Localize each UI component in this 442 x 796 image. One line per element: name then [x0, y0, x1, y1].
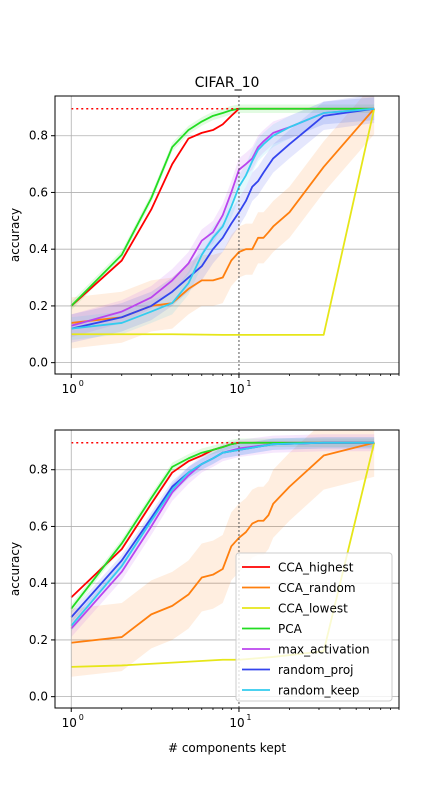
- x-tick-label: 10: [229, 382, 244, 396]
- plot-area: [70, 430, 376, 708]
- legend-label: CCA_highest: [278, 561, 354, 575]
- y-tick-label: 0.6: [29, 185, 48, 199]
- y-tick-label: 0.0: [29, 356, 48, 370]
- x-tick-exponent: 1: [246, 713, 251, 722]
- x-tick-label: 10: [62, 716, 77, 730]
- y-tick-label: 0.2: [29, 633, 48, 647]
- series-line: [71, 107, 375, 330]
- legend-label: CCA_lowest: [278, 602, 348, 616]
- series-band: [71, 96, 375, 349]
- legend-label: random_proj: [278, 663, 354, 677]
- y-tick-label: 0.2: [29, 299, 48, 313]
- legend-label: PCA: [278, 622, 303, 636]
- legend-label: CCA_random: [278, 581, 356, 595]
- series-line: [71, 107, 375, 327]
- chart-title: CIFAR_10: [195, 75, 260, 91]
- series-band: [71, 97, 375, 340]
- series-band: [71, 430, 375, 677]
- series-line: [71, 108, 376, 336]
- series-line: [71, 441, 375, 644]
- axes-frame: [54, 95, 400, 375]
- legend-box: [235, 552, 393, 702]
- y-tick-label: 0.4: [29, 242, 48, 256]
- legend-label: max_activation: [278, 643, 370, 657]
- y-tick-label: 0.4: [29, 576, 48, 590]
- series-line: [71, 107, 375, 330]
- series-line: [70, 107, 375, 307]
- y-axis-label: accuracy: [8, 542, 22, 596]
- y-tick-label: 0.8: [29, 463, 48, 477]
- y-tick-label: 0.8: [29, 129, 48, 143]
- y-tick-label: 0.0: [29, 690, 48, 704]
- x-tick-exponent: 1: [246, 379, 251, 388]
- series-line: [70, 107, 375, 307]
- series-line: [70, 441, 375, 627]
- legend: CCA_highest CCA_random CCA_lowest PCA max_ac…: [235, 552, 393, 702]
- legend-label: random_keep: [278, 684, 359, 698]
- y-tick-label: 0.6: [29, 519, 48, 533]
- series-line: [70, 441, 375, 610]
- series-band: [71, 97, 375, 338]
- x-axis-label: # components kept: [168, 741, 286, 755]
- axes-frame: [54, 429, 400, 709]
- x-tick-label: 10: [62, 382, 77, 396]
- x-tick-label: 10: [229, 716, 244, 730]
- x-tick-exponent: 0: [79, 379, 84, 388]
- x-tick-exponent: 0: [79, 713, 84, 722]
- series-band: [71, 438, 375, 613]
- y-axis-label: accuracy: [8, 208, 22, 262]
- plot-area: [70, 96, 376, 374]
